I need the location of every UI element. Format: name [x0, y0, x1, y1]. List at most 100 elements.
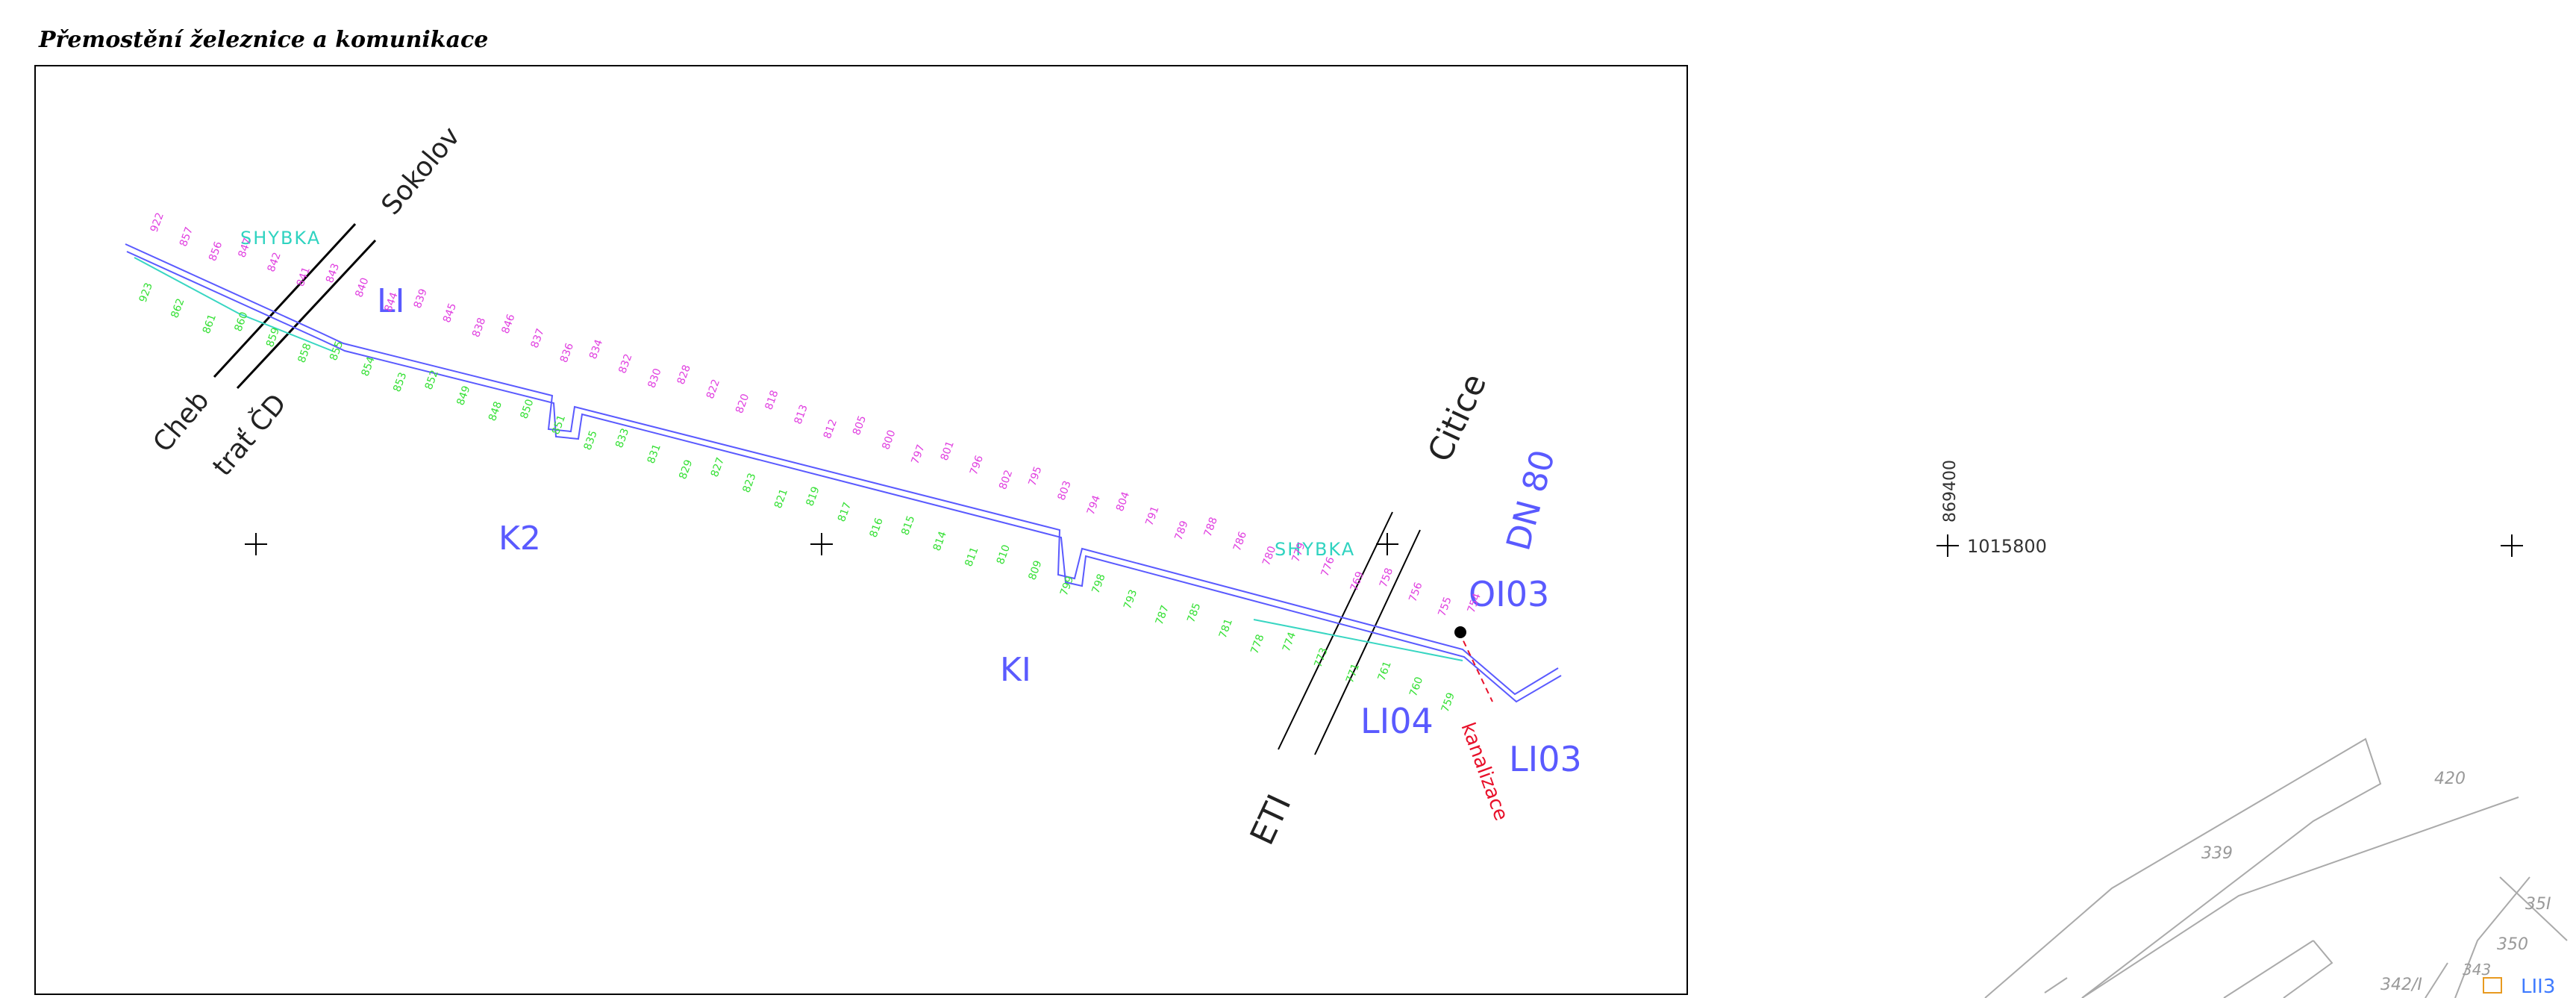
road-label-eti: ETI [1243, 789, 1299, 851]
survey-point-magenta: 812 [822, 417, 840, 440]
railway-label: trať ČD [207, 388, 293, 482]
parcel-343: 343 [2463, 961, 2491, 979]
survey-point-magenta: 805 [851, 414, 869, 437]
parcel-342: 342/I [2380, 976, 2422, 994]
segment-label-l1: LI [377, 282, 405, 320]
survey-point-green: 862 [169, 297, 187, 320]
coordinate-x: 1015800 [1967, 536, 2047, 557]
survey-point-magenta: 802 [997, 468, 1015, 491]
survey-point-magenta: 758 [1378, 567, 1395, 590]
survey-point-magenta: 818 [763, 389, 781, 412]
survey-point-magenta: 922 [149, 211, 166, 234]
survey-point-green: 850 [518, 398, 536, 421]
pipe-diameter-label: DN 80 [1499, 446, 1563, 555]
survey-point-magenta: 755 [1437, 595, 1454, 618]
parcel-marker-orange [2483, 977, 2502, 994]
survey-point-magenta: 822 [704, 378, 722, 401]
parcel-350: 350 [2497, 935, 2528, 954]
survey-point-magenta: 797 [910, 443, 928, 466]
survey-point-green: 814 [931, 530, 949, 553]
survey-point-magenta: 841 [295, 265, 313, 288]
survey-point-green: 815 [899, 514, 917, 537]
sewer-line [1458, 631, 1493, 702]
survey-point-green: 829 [677, 458, 695, 481]
survey-point-magenta: 794 [1085, 493, 1103, 517]
grid-crosses [245, 533, 2523, 557]
survey-point-green: 827 [709, 456, 727, 479]
survey-point-green: 835 [582, 429, 600, 452]
survey-point-magenta: 780 [1260, 544, 1278, 567]
survey-point-magenta: 801 [939, 440, 957, 463]
manhole-icon[interactable] [1454, 626, 1466, 638]
pipeline-cyan [134, 257, 1463, 661]
survey-point-magenta: 845 [441, 302, 459, 325]
survey-point-green: 860 [232, 311, 250, 334]
siphon-label-2: SHYBKA [1275, 539, 1355, 560]
survey-point-green: 923 [137, 281, 155, 305]
survey-point-green: 760 [1407, 676, 1425, 699]
survey-point-green: 833 [613, 427, 631, 450]
parcel-351: 35I [2525, 895, 2551, 914]
survey-point-green: 821 [772, 487, 790, 511]
survey-point-green: 793 [1122, 588, 1139, 611]
survey-point-magenta: 788 [1202, 516, 1220, 539]
survey-point-magenta: 846 [499, 313, 517, 336]
survey-point-magenta: 857 [178, 225, 196, 249]
survey-point-green: 759 [1439, 691, 1457, 714]
parcel-420: 420 [2434, 770, 2466, 788]
survey-point-magenta: 843 [324, 262, 342, 285]
survey-point-green: 859 [264, 326, 282, 349]
survey-point-magenta: 813 [793, 403, 810, 426]
survey-point-magenta: 830 [646, 367, 664, 390]
survey-point-magenta: 795 [1026, 465, 1044, 488]
sewer-label: kanalizace [1456, 720, 1512, 823]
segment-label-l104: LI04 [1360, 701, 1434, 741]
place-label-cheb: Cheb [147, 385, 215, 458]
survey-point-green: 831 [645, 443, 663, 466]
place-label-citice: Citice [1421, 368, 1494, 468]
survey-point-green: 811 [963, 546, 981, 569]
survey-point-magenta: 847 [236, 237, 254, 260]
survey-point-green: 798 [1090, 573, 1108, 596]
survey-point-magenta: 834 [587, 338, 605, 361]
survey-point-green: 771 [1344, 662, 1362, 685]
survey-point-green: 761 [1376, 660, 1394, 683]
coordinate-marker: 869400 1015800 [1936, 460, 2047, 557]
segment-labels: LI K2 KI OI03 LI04 LI03 DN 80 [377, 282, 1582, 779]
survey-point-magenta: 796 [968, 454, 986, 477]
survey-point-green: 855 [328, 340, 346, 363]
pipeline-main [125, 243, 1562, 703]
segment-label-o103: OI03 [1469, 574, 1549, 614]
survey-point-magenta: 789 [1173, 519, 1191, 542]
survey-point-green: 773 [1313, 646, 1331, 670]
survey-point-green: 817 [836, 501, 854, 524]
survey-point-magenta: 840 [353, 276, 371, 299]
survey-point-magenta: 837 [529, 327, 547, 350]
survey-point-magenta: 828 [675, 364, 693, 387]
survey-point-green: 778 [1248, 633, 1266, 656]
railway-track [213, 222, 377, 390]
siphon-labels: SHYBKA SHYBKA [240, 228, 1355, 560]
survey-point-green: 819 [804, 485, 822, 508]
survey-point-magenta: 836 [558, 341, 576, 364]
segment-label-k1: KI [1000, 651, 1031, 689]
segment-label-l113: LII3 [2521, 976, 2555, 998]
survey-point-green: 785 [1185, 602, 1203, 625]
survey-point-magenta: 791 [1143, 505, 1161, 528]
survey-point-green: 853 [391, 371, 409, 394]
survey-point-magenta: 820 [734, 392, 751, 415]
survey-point-magenta: 769 [1348, 570, 1366, 593]
survey-point-magenta: 803 [1056, 479, 1074, 502]
survey-point-magenta: 839 [412, 287, 430, 311]
survey-point-green: 787 [1154, 604, 1172, 627]
survey-point-green: 848 [487, 400, 504, 423]
survey-point-magenta: 756 [1407, 581, 1425, 604]
siphon-label-1: SHYBKA [240, 228, 321, 249]
drawing-frame [34, 65, 1688, 995]
coordinate-y: 869400 [1941, 460, 1960, 523]
segment-label-k2: K2 [498, 520, 541, 558]
page-title: Přemostění železnice a komunikace [39, 27, 489, 53]
survey-point-green: 849 [454, 384, 472, 408]
survey-point-green: 823 [740, 472, 758, 495]
